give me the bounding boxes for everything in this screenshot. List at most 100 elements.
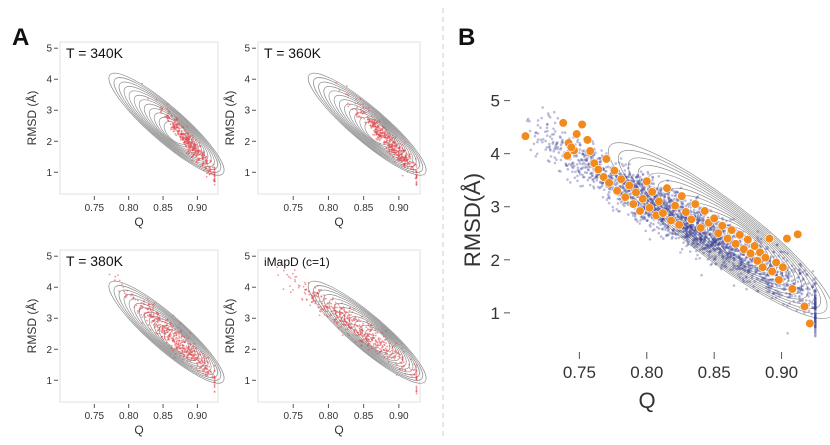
chart4-sample-dot bbox=[798, 298, 802, 302]
chart2-sample-dot bbox=[156, 325, 159, 327]
chart4-sample-dot bbox=[721, 263, 724, 267]
chart0-sample-dot bbox=[187, 147, 190, 150]
chart2-sample-dot bbox=[203, 360, 206, 362]
chart4-sample-dot bbox=[634, 176, 638, 179]
chart4-sample-dot bbox=[594, 175, 598, 179]
chart4-sample-dot bbox=[665, 205, 668, 209]
chart1-sample-dot bbox=[407, 156, 409, 159]
chart4-sample-dot bbox=[676, 233, 679, 236]
chart3-sample-dot bbox=[368, 340, 371, 343]
chart4-sample-dot bbox=[685, 244, 688, 248]
chart1-sample-dot bbox=[396, 156, 399, 159]
chart2-sample-dot bbox=[169, 321, 172, 324]
chart4-sample-dot bbox=[747, 270, 750, 273]
chart1-sample-dot bbox=[384, 126, 386, 129]
chart3-sample-dot bbox=[371, 336, 374, 339]
chart4-orange-point bbox=[558, 118, 568, 128]
chart3-sample-dot bbox=[352, 326, 354, 328]
chart4-y-tick-label: 5 bbox=[491, 92, 500, 111]
chart4-sample-dot bbox=[663, 194, 667, 197]
chart1-sample-dot bbox=[383, 135, 386, 138]
chart4-sample-dot bbox=[629, 196, 633, 200]
chart4-sample-dot bbox=[581, 149, 584, 153]
chart3-sample-dot bbox=[374, 334, 377, 337]
chart3-sample-dot bbox=[328, 302, 331, 304]
chart4-sample-dot bbox=[767, 286, 770, 289]
chart3-sample-dot bbox=[344, 318, 346, 320]
chart3-sample-dot bbox=[332, 307, 335, 310]
chart0-sample-dot bbox=[199, 149, 202, 152]
chart4-sample-dot bbox=[753, 272, 757, 276]
chart0-sample-dot bbox=[196, 147, 198, 150]
chart2-sample-dot bbox=[199, 358, 201, 360]
chart2-sample-dot bbox=[156, 321, 159, 324]
chart4-sample-dot bbox=[805, 299, 808, 302]
chart4-sample-dot bbox=[649, 225, 652, 228]
chart3-sample-dot bbox=[350, 314, 352, 316]
chart2-sample-dot bbox=[172, 325, 174, 328]
chart4-sample-dot bbox=[797, 296, 801, 299]
chart4-sample-dot bbox=[814, 305, 817, 309]
chart4-sample-dot bbox=[700, 245, 704, 249]
chart4-sample-dot bbox=[544, 130, 547, 133]
chart2-sample-dot bbox=[154, 323, 157, 326]
chart4-sample-dot bbox=[557, 151, 561, 154]
chart4-sample-dot bbox=[634, 185, 637, 189]
chart4-sample-dot bbox=[608, 176, 612, 179]
chart2-sample-dot bbox=[179, 354, 182, 357]
chart4-orange-point bbox=[681, 207, 691, 217]
chart3-sample-dot bbox=[395, 342, 398, 345]
chart4-sample-dot bbox=[546, 159, 550, 162]
chart3-sample-dot bbox=[283, 269, 285, 272]
chart4-sample-dot bbox=[745, 256, 748, 260]
chart2-sample-dot bbox=[146, 319, 148, 322]
chart2-sample-dot bbox=[196, 363, 199, 366]
chart4-sample-dot bbox=[769, 281, 772, 285]
chart2-sample-dot bbox=[143, 312, 146, 315]
chart3-sample-dot bbox=[340, 317, 343, 320]
chart4-sample-dot bbox=[592, 187, 596, 190]
chart4-sample-dot bbox=[726, 252, 729, 255]
chart4-sample-dot bbox=[583, 155, 586, 159]
chart2-sample-dot bbox=[144, 316, 147, 319]
chart0-sample-dot bbox=[167, 119, 170, 122]
chart4-sample-dot bbox=[633, 197, 637, 201]
chart3-sample-dot bbox=[338, 306, 341, 309]
chart4-sample-dot bbox=[587, 162, 590, 165]
chart4-sample-dot bbox=[580, 158, 583, 161]
chart4-orange-point bbox=[764, 233, 775, 244]
chart1-sample-dot bbox=[391, 151, 394, 154]
chart4-sample-dot bbox=[772, 291, 776, 295]
chart4-sample-dot bbox=[799, 263, 802, 266]
chart4-sample-dot bbox=[710, 236, 713, 239]
chart4-sample-dot bbox=[618, 210, 621, 213]
chart4-sample-dot bbox=[659, 223, 662, 226]
chart4-sample-dot bbox=[732, 264, 736, 267]
chart1-sample-dot bbox=[379, 127, 381, 129]
chart3-sample-dot bbox=[335, 311, 338, 313]
chart0-sample-dot bbox=[170, 127, 173, 129]
chart4-sample-dot bbox=[723, 247, 726, 251]
chart1-contour-line bbox=[323, 86, 417, 168]
chart4-sample-dot bbox=[556, 141, 559, 144]
chart2-sample-dot bbox=[153, 316, 155, 319]
chart3-sample-dot bbox=[376, 346, 379, 349]
chart4-sample-dot bbox=[573, 176, 577, 180]
chart3-sample-dot bbox=[393, 357, 396, 360]
chart2-sample-dot bbox=[172, 349, 175, 352]
chart1-sample-dot bbox=[415, 166, 418, 168]
chart1-sample-dot bbox=[359, 108, 362, 111]
chart4-sample-dot bbox=[683, 226, 687, 230]
chart3-sample-dot bbox=[379, 338, 382, 340]
chart2-sample-dot bbox=[189, 332, 192, 335]
chart3-sample-dot bbox=[304, 293, 307, 295]
chart4-sample-dot bbox=[792, 278, 796, 282]
chart3-sample-dot bbox=[361, 315, 363, 318]
chart4-contour-line bbox=[627, 157, 822, 310]
chart3-sample-dot bbox=[384, 329, 387, 332]
chart4-sample-dot bbox=[707, 253, 711, 257]
chart4-sample-dot bbox=[672, 228, 675, 232]
chart2-sample-dot bbox=[156, 332, 159, 335]
chart4-sample-dot bbox=[598, 160, 602, 164]
chart1-sample-dot bbox=[401, 174, 404, 177]
